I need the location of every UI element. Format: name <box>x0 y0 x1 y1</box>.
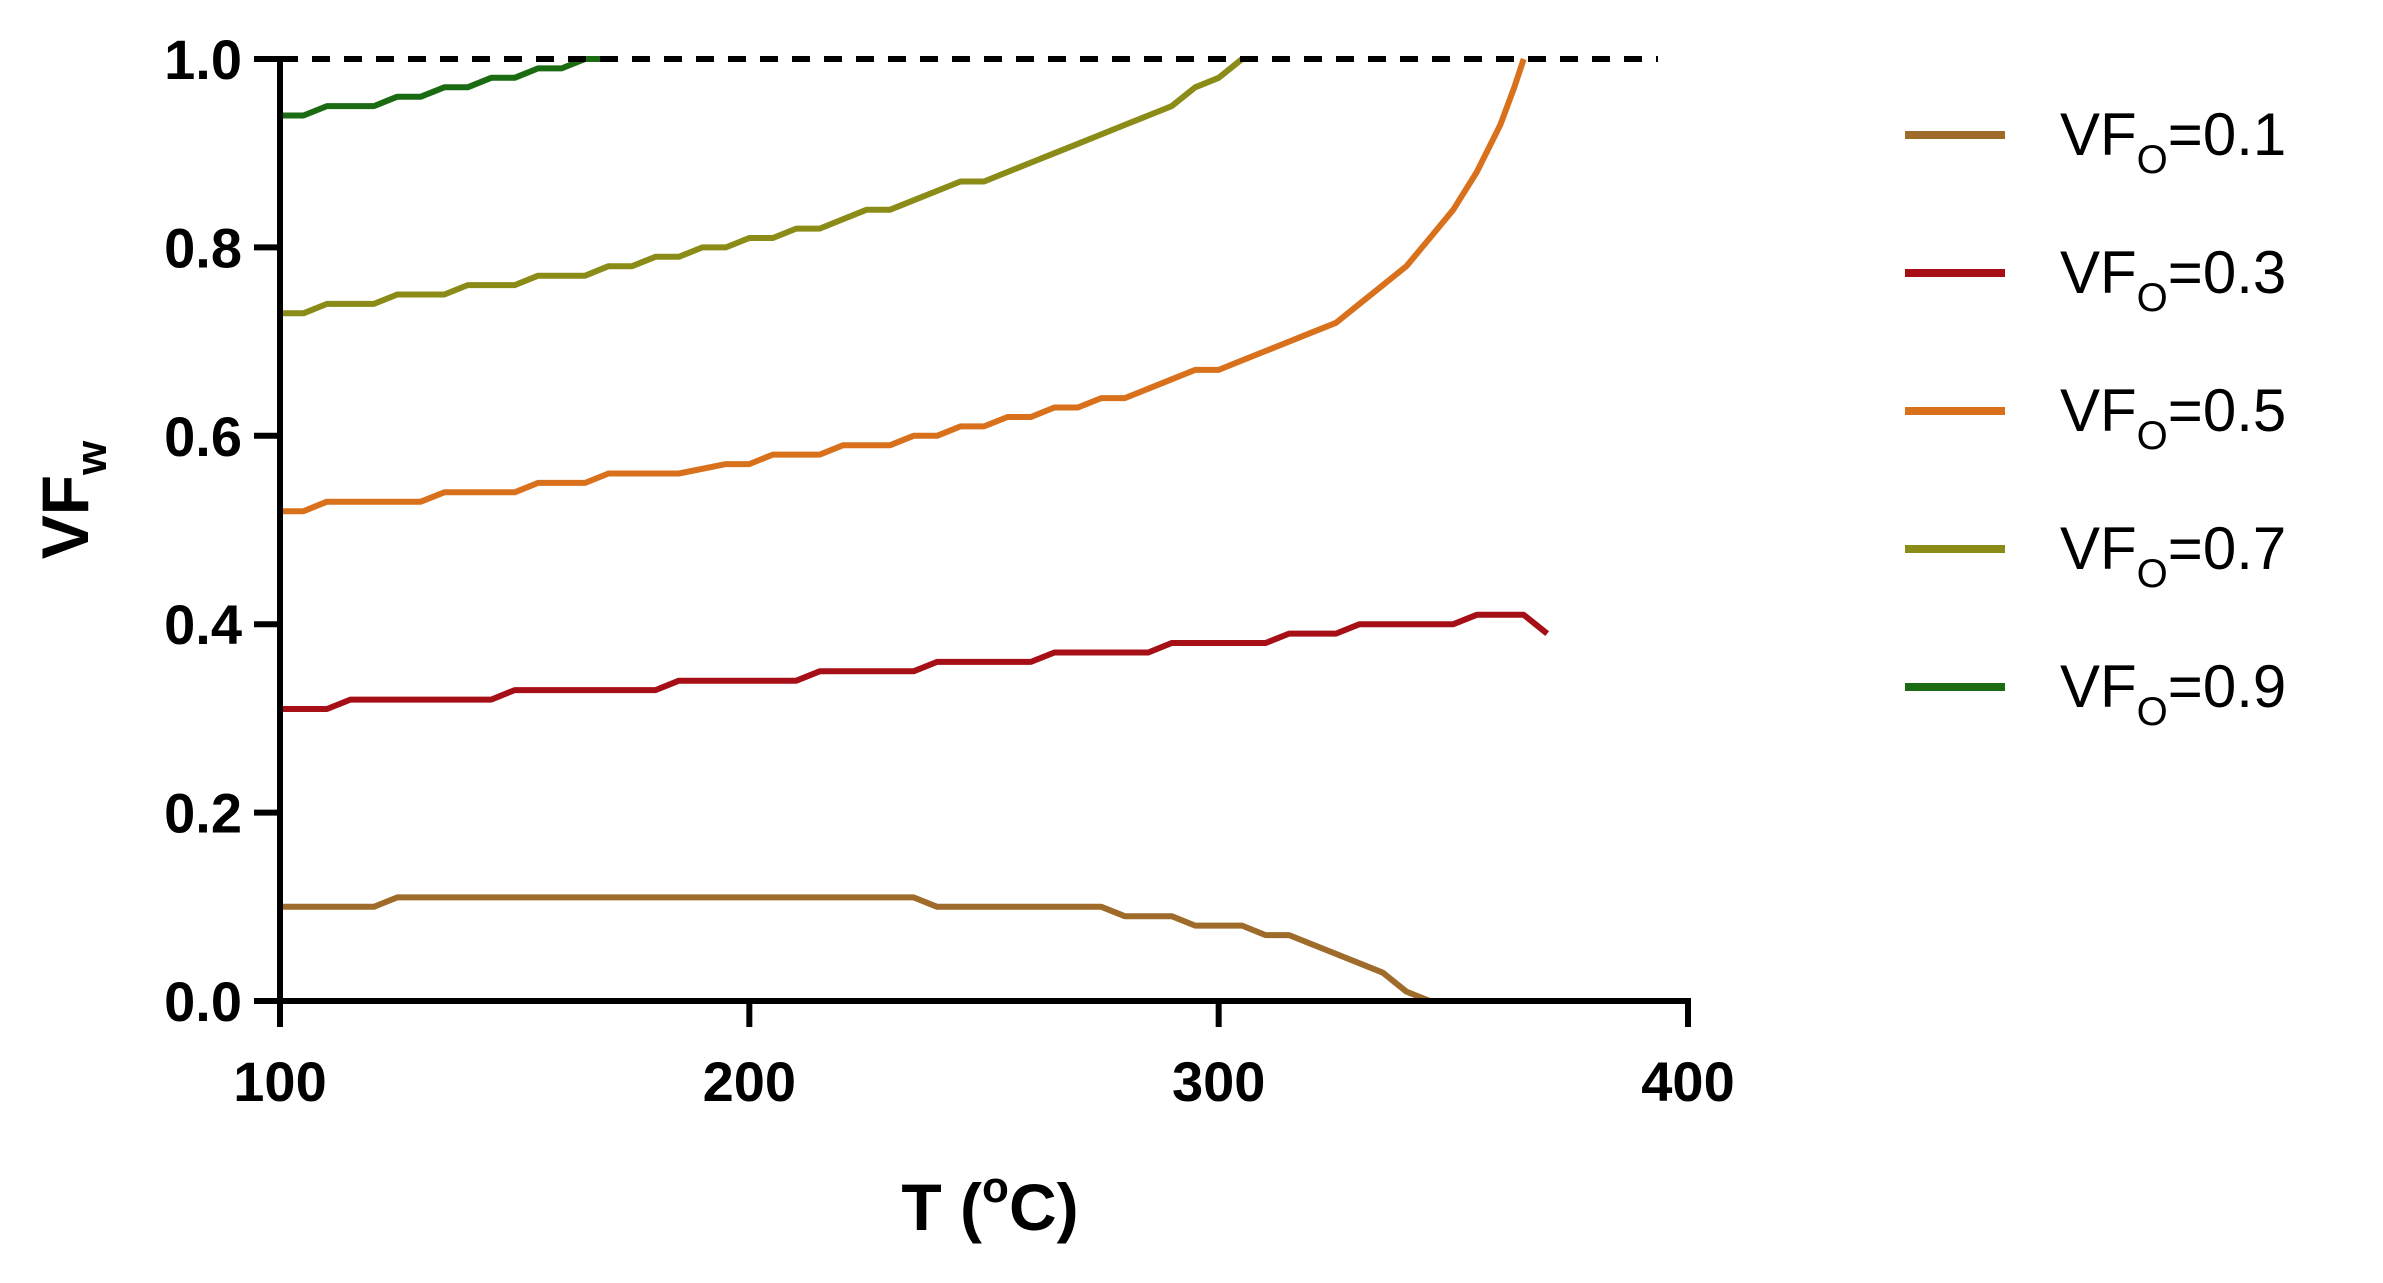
series-line-2 <box>280 611 1550 712</box>
y-tick-label: 1.0 <box>164 28 242 91</box>
series-line-1 <box>280 894 1432 1004</box>
series-line-3 <box>280 58 1527 515</box>
y-tick-label: 0.8 <box>164 216 242 279</box>
x-tick-label: 300 <box>1172 1050 1265 1113</box>
y-tick-label: 0.0 <box>164 970 242 1033</box>
y-tick-label: 0.6 <box>164 405 242 468</box>
legend-label: VFO=0.9 <box>2060 653 2286 734</box>
x-axis-title: T (oC) <box>901 1163 1078 1244</box>
y-tick-label: 0.4 <box>164 593 242 656</box>
y-axis-title-subscript: w <box>67 440 116 476</box>
series-line-4 <box>280 56 1244 317</box>
x-tick-label: 200 <box>703 1050 796 1113</box>
legend-item: VFO=0.9 <box>1905 653 2286 734</box>
y-tick-label: 0.2 <box>164 782 242 845</box>
x-tick-label: 100 <box>233 1050 326 1113</box>
legend-item: VFO=0.3 <box>1905 239 2286 320</box>
x-axis-title-superscript: o <box>982 1163 1009 1212</box>
series-layer <box>280 56 1550 1004</box>
ticks-layer: 0.0 0.2 0.4 0.6 0.8 1.0 100 200 300 400 <box>164 28 1735 1113</box>
axes-layer <box>277 56 1691 1004</box>
legend-label: VFO=0.3 <box>2060 239 2286 320</box>
legend: VFO=0.1 VFO=0.3 VFO=0.5 VFO=0.7 VFO=0.9 <box>1905 101 2286 734</box>
x-tick-label: 400 <box>1641 1050 1734 1113</box>
legend-label: VFO=0.5 <box>2060 377 2286 458</box>
series-line-5 <box>280 56 609 119</box>
y-axis-title: VFw <box>28 440 116 559</box>
legend-item: VFO=0.1 <box>1905 101 2286 182</box>
legend-label: VFO=0.7 <box>2060 515 2286 596</box>
legend-item: VFO=0.7 <box>1905 515 2286 596</box>
legend-label: VFO=0.1 <box>2060 101 2286 182</box>
legend-item: VFO=0.5 <box>1905 377 2286 458</box>
